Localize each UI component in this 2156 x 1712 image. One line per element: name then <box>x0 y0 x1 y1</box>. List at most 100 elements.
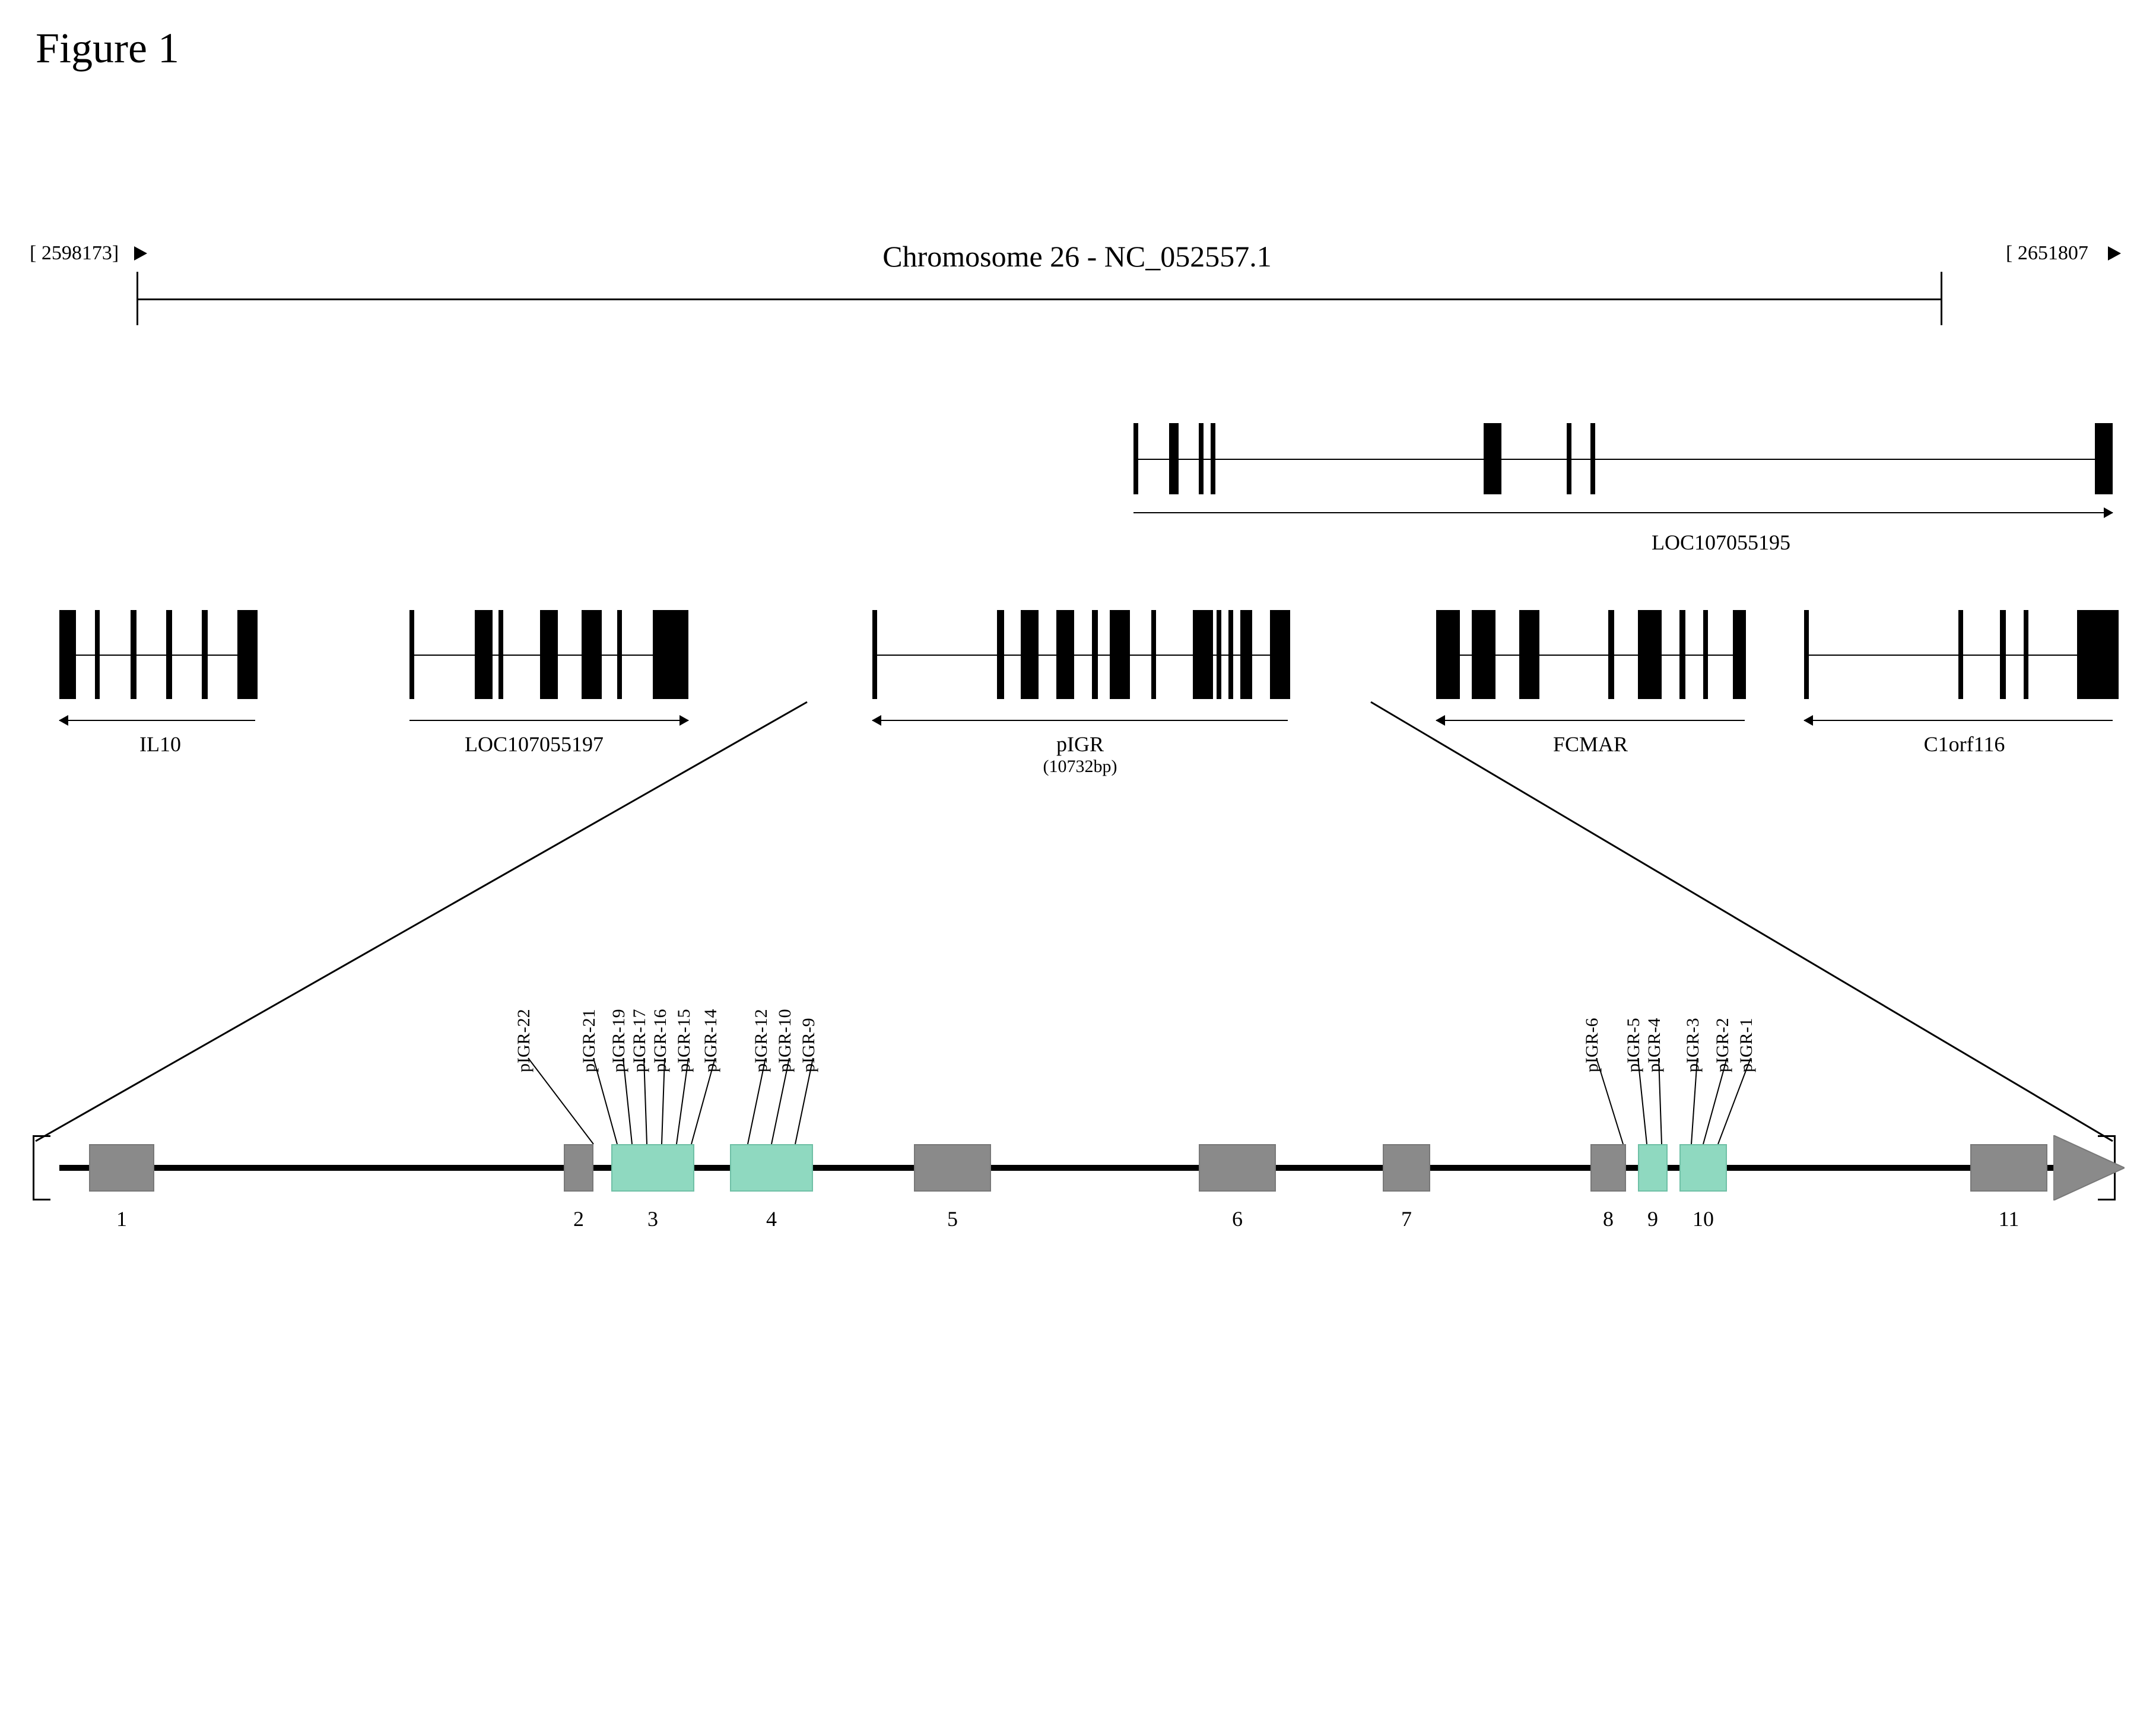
detail-exon <box>611 1144 694 1192</box>
exon <box>1733 610 1746 699</box>
gene-arrow <box>1133 512 2113 513</box>
detail-exon <box>1383 1144 1430 1192</box>
gene-label: LOC107055195 <box>1626 530 1816 555</box>
gene-arrow <box>59 720 255 721</box>
gene-arrow <box>872 720 1288 721</box>
snp-label: pIGR-6 <box>1582 1018 1602 1072</box>
gene-sublabel: (10732bp) <box>1021 757 1139 777</box>
exon-number: 1 <box>83 1206 160 1231</box>
gene-baseline <box>59 655 258 656</box>
gene-label: LOC107055197 <box>439 732 629 757</box>
triangle-icon <box>2108 246 2121 261</box>
zoom-connectors <box>24 239 2132 1426</box>
chrom-tick-end <box>1941 272 1942 325</box>
exon-number: 7 <box>1377 1206 1436 1231</box>
gene-arrow <box>409 720 688 721</box>
gene-baseline <box>1133 459 2113 460</box>
exon <box>1590 423 1595 494</box>
gene-baseline <box>872 655 1290 656</box>
snp-label: pIGR-10 <box>775 1009 795 1072</box>
exon <box>1608 610 1614 699</box>
exon-number: 3 <box>605 1206 700 1231</box>
exon <box>1472 610 1495 699</box>
exon-number: 10 <box>1674 1206 1733 1231</box>
exon-number: 5 <box>908 1206 997 1231</box>
exon <box>1211 423 1215 494</box>
chromosome-title: Chromosome 26 - NC_052557.1 <box>795 239 1359 274</box>
snp-label: pIGR-21 <box>579 1009 599 1072</box>
exon <box>475 610 493 699</box>
detail-exon <box>1679 1144 1727 1192</box>
exon <box>1484 423 1501 494</box>
exon <box>1169 423 1179 494</box>
exon <box>2024 610 2028 699</box>
exon <box>1133 423 1138 494</box>
exon <box>617 610 622 699</box>
exon <box>1270 610 1290 699</box>
detail-exon <box>1638 1144 1668 1192</box>
exon-number: 6 <box>1193 1206 1282 1231</box>
gene-arrow <box>1436 720 1745 721</box>
exon <box>237 610 258 699</box>
snp-label: pIGR-1 <box>1736 1018 1757 1072</box>
exon <box>872 610 877 699</box>
exon <box>498 610 503 699</box>
exon <box>202 610 208 699</box>
exon <box>2095 423 2113 494</box>
exon <box>1092 610 1098 699</box>
gene-arrow <box>1804 720 2113 721</box>
gene-label: IL10 <box>125 732 196 757</box>
coord-end-label: [ 2651807 <box>2006 242 2088 265</box>
exon <box>653 610 688 699</box>
exon-number: 4 <box>724 1206 819 1231</box>
exon <box>1703 610 1708 699</box>
gene-label: C1orf116 <box>1899 732 2030 757</box>
exon <box>1638 610 1662 699</box>
exon <box>1228 610 1233 699</box>
exon <box>1240 610 1252 699</box>
exon <box>997 610 1004 699</box>
snp-label: pIGR-9 <box>799 1018 819 1072</box>
snp-label: pIGR-19 <box>609 1009 629 1072</box>
exon <box>1519 610 1539 699</box>
snp-label: pIGR-14 <box>701 1009 721 1072</box>
snp-label: pIGR-4 <box>1644 1018 1665 1072</box>
snp-label: pIGR-2 <box>1713 1018 1733 1072</box>
snp-label: pIGR-3 <box>1683 1018 1703 1072</box>
exon <box>582 610 602 699</box>
exon <box>131 610 136 699</box>
detail-baseline <box>59 1165 2053 1171</box>
exon <box>1436 610 1460 699</box>
exon-number: 9 <box>1632 1206 1674 1231</box>
exon <box>166 610 172 699</box>
detail-exon <box>730 1144 813 1192</box>
gene-label: FCMAR <box>1531 732 1650 757</box>
exon <box>1567 423 1571 494</box>
gene-label: pIGR <box>1033 732 1128 757</box>
exon <box>409 610 414 699</box>
exon-number: 8 <box>1585 1206 1632 1231</box>
detail-exon <box>89 1144 154 1192</box>
exon <box>1193 610 1213 699</box>
arrowhead-icon <box>2053 1135 2125 1200</box>
gene-diagram: [ 2598173] Chromosome 26 - NC_052557.1 [… <box>24 239 2132 1426</box>
exon-number: 11 <box>1964 1206 2053 1231</box>
bracket-left <box>33 1135 50 1200</box>
snp-label: pIGR-12 <box>751 1009 771 1072</box>
detail-exon <box>1199 1144 1276 1192</box>
exon <box>59 610 76 699</box>
snp-label: pIGR-17 <box>630 1009 650 1072</box>
exon <box>1110 610 1130 699</box>
exon-number: 2 <box>558 1206 599 1231</box>
exon <box>2077 610 2119 699</box>
detail-exon <box>1590 1144 1626 1192</box>
exon <box>1958 610 1963 699</box>
figure-title: Figure 1 <box>36 24 2132 73</box>
exon <box>540 610 558 699</box>
coord-start-label: [ 2598173] <box>30 242 119 265</box>
exon <box>1151 610 1156 699</box>
exon <box>95 610 100 699</box>
snp-label: pIGR-15 <box>674 1009 694 1072</box>
snp-label: pIGR-16 <box>650 1009 671 1072</box>
detail-exon <box>1970 1144 2047 1192</box>
